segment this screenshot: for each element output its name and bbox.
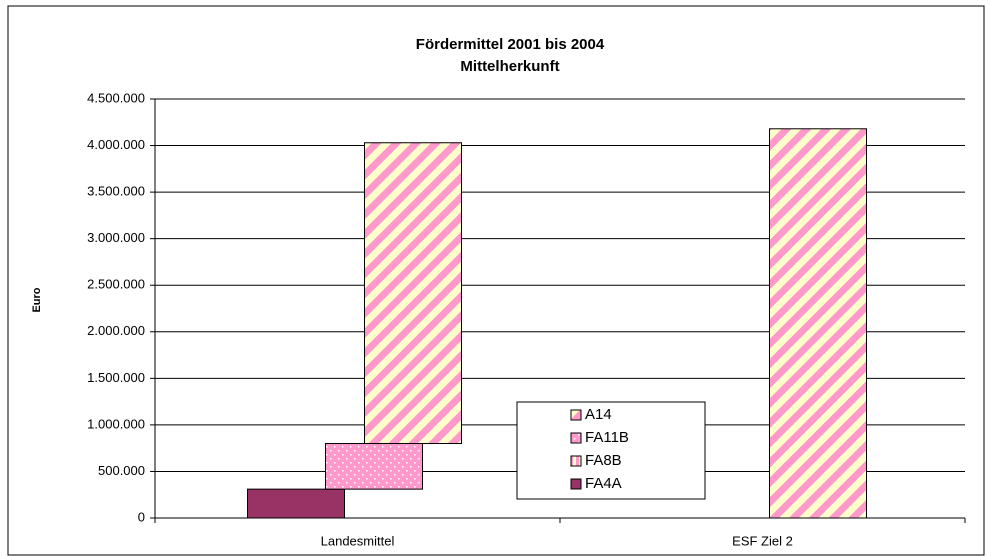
x-tick-label: Landesmittel [321, 533, 395, 548]
bar [247, 488, 345, 519]
bar [364, 142, 462, 445]
legend-box [516, 401, 706, 500]
legend-swatch [570, 478, 582, 490]
y-tick-label: 500.000 [98, 463, 145, 478]
y-tick-label: 3.500.000 [87, 184, 145, 199]
y-tick-label: 1.500.000 [87, 370, 145, 385]
legend-swatch [570, 409, 582, 421]
chart-title: Fördermittel 2001 bis 2004 [416, 36, 605, 53]
legend-label: A14 [585, 406, 612, 423]
legend-label: FA8B [585, 452, 622, 469]
y-tick-label: 4.500.000 [87, 90, 145, 105]
legend-label: FA11B [585, 429, 629, 446]
y-tick-label: 0 [138, 509, 145, 524]
legend-swatch [570, 432, 582, 444]
legend-label: FA4A [585, 475, 622, 492]
chart-subtitle: Mittelherkunft [460, 58, 559, 75]
y-tick-label: 4.000.000 [87, 137, 145, 152]
x-tick-label: ESF Ziel 2 [732, 533, 793, 548]
bar [325, 443, 423, 490]
y-axis-label: Euro [31, 287, 43, 312]
y-tick-label: 1.000.000 [87, 416, 145, 431]
bar [769, 128, 867, 519]
legend-swatch [570, 455, 582, 467]
y-tick-label: 2.000.000 [87, 323, 145, 338]
y-tick-label: 3.000.000 [87, 230, 145, 245]
y-tick-label: 2.500.000 [87, 277, 145, 292]
